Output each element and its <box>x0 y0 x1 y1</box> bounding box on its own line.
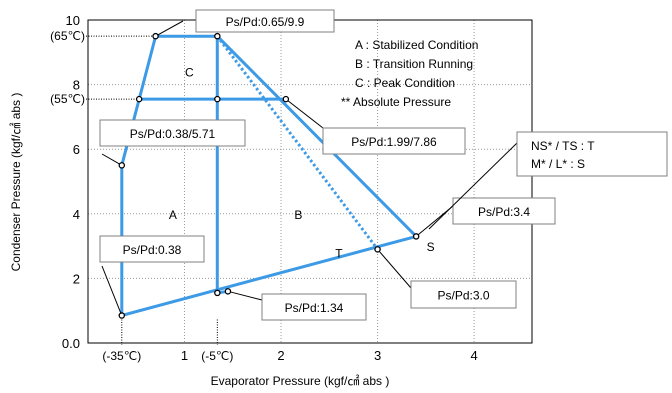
data-point-marker <box>118 162 126 169</box>
region-label: A <box>169 208 177 222</box>
region-label: B <box>294 208 302 222</box>
annotation-label: Ps/Pd:0.38 <box>123 243 182 257</box>
region-label: S <box>427 240 435 254</box>
ticks-group: 1 2 3 4 0.0 2 4 6 8 10 <box>62 13 478 363</box>
y-tick-label: 6 <box>73 142 80 157</box>
annotation-box <box>322 127 466 155</box>
data-point-marker <box>135 95 143 103</box>
y-tick-label: 8 <box>73 78 80 93</box>
annotation-label: Ps/Pd:3.4 <box>478 205 530 219</box>
region-label: C <box>185 66 194 80</box>
annotation-box <box>99 119 246 147</box>
legend-entry: ** Absolute Pressure <box>341 95 451 109</box>
region-label: T <box>335 247 343 261</box>
annotations-group: Ps/Pd:0.65/9.9 Ps/Pd:0.38/5.71 Ps/Pd:1.99/… <box>99 9 556 321</box>
annotation-leader-line <box>101 153 123 166</box>
ref-labels-group: (65℃) (55℃) (-35℃) (-5℃) <box>50 29 233 363</box>
data-point-marker <box>374 246 381 253</box>
annotation-label: Ps/Pd:0.65/9.9 <box>226 15 305 29</box>
ref-lines-group <box>86 35 218 345</box>
info-box-line: M* / L* : S <box>531 157 585 171</box>
info-box-leader <box>428 142 518 230</box>
annotation-leader-line <box>285 98 324 129</box>
legend: A : Stabilized Condition B : Transition R… <box>341 38 478 109</box>
y-reference-label: (65℃) <box>50 29 85 43</box>
x-axis-title: Evaporator Pressure (kgf/㎠ abs ) <box>211 374 390 388</box>
annotation-label: Ps/Pd:3.0 <box>437 289 489 303</box>
data-point-marker <box>214 289 221 297</box>
x-tick-label: 3 <box>374 348 381 363</box>
y-tick-label: 10 <box>66 13 80 28</box>
data-point-marker <box>412 233 420 240</box>
annotation-box <box>410 280 517 309</box>
annotation-box <box>195 9 335 33</box>
data-point-marker <box>152 32 159 40</box>
annotation-label: Ps/Pd:1.99/7.86 <box>351 135 437 149</box>
series-line <box>215 36 229 295</box>
x-reference-label: (-35℃) <box>102 349 141 363</box>
x-reference-label: (-5℃) <box>201 349 233 363</box>
y-axis-title: Condenser Pressure (kgf/㎠ abs ) <box>9 93 23 272</box>
annotation-box <box>261 293 367 321</box>
x-tick-label: 2 <box>277 348 284 363</box>
y-tick-label: 4 <box>73 207 80 222</box>
data-point-marker <box>214 32 221 40</box>
data-point-marker <box>224 288 232 295</box>
info-box-line: NS* / TS : T <box>531 139 595 153</box>
data-point-marker <box>282 95 290 103</box>
data-point-marker <box>214 95 221 103</box>
legend-entry: C : Peak Condition <box>355 76 455 90</box>
x-tick-label: 4 <box>470 348 477 363</box>
series-line-dotted <box>216 35 379 251</box>
region-labels-group: C A B T S <box>169 66 435 261</box>
annotation-leader-line <box>101 265 123 316</box>
legend-entry: B : Transition Running <box>355 57 473 71</box>
annotation-box <box>99 235 205 263</box>
annotation-leader-line <box>155 20 184 37</box>
info-box: NS* / TS : T M* / L* : S <box>428 131 668 230</box>
legend-entry: A : Stabilized Condition <box>355 38 478 52</box>
annotation-label: Ps/Pd:1.34 <box>285 301 344 315</box>
y-reference-label: (55℃) <box>50 92 85 106</box>
annotation-label: Ps/Pd:0.38/5.71 <box>130 127 216 141</box>
annotation-leader-line <box>227 290 263 301</box>
markers-group <box>118 32 420 319</box>
annotation-box <box>452 197 556 225</box>
data-point-marker <box>118 312 126 319</box>
y-tick-label: 2 <box>73 271 80 286</box>
annotation-leader-line <box>377 249 412 289</box>
info-box-frame <box>516 131 668 177</box>
y-tick-label: 0.0 <box>62 336 80 351</box>
x-tick-label: 1 <box>181 348 188 363</box>
